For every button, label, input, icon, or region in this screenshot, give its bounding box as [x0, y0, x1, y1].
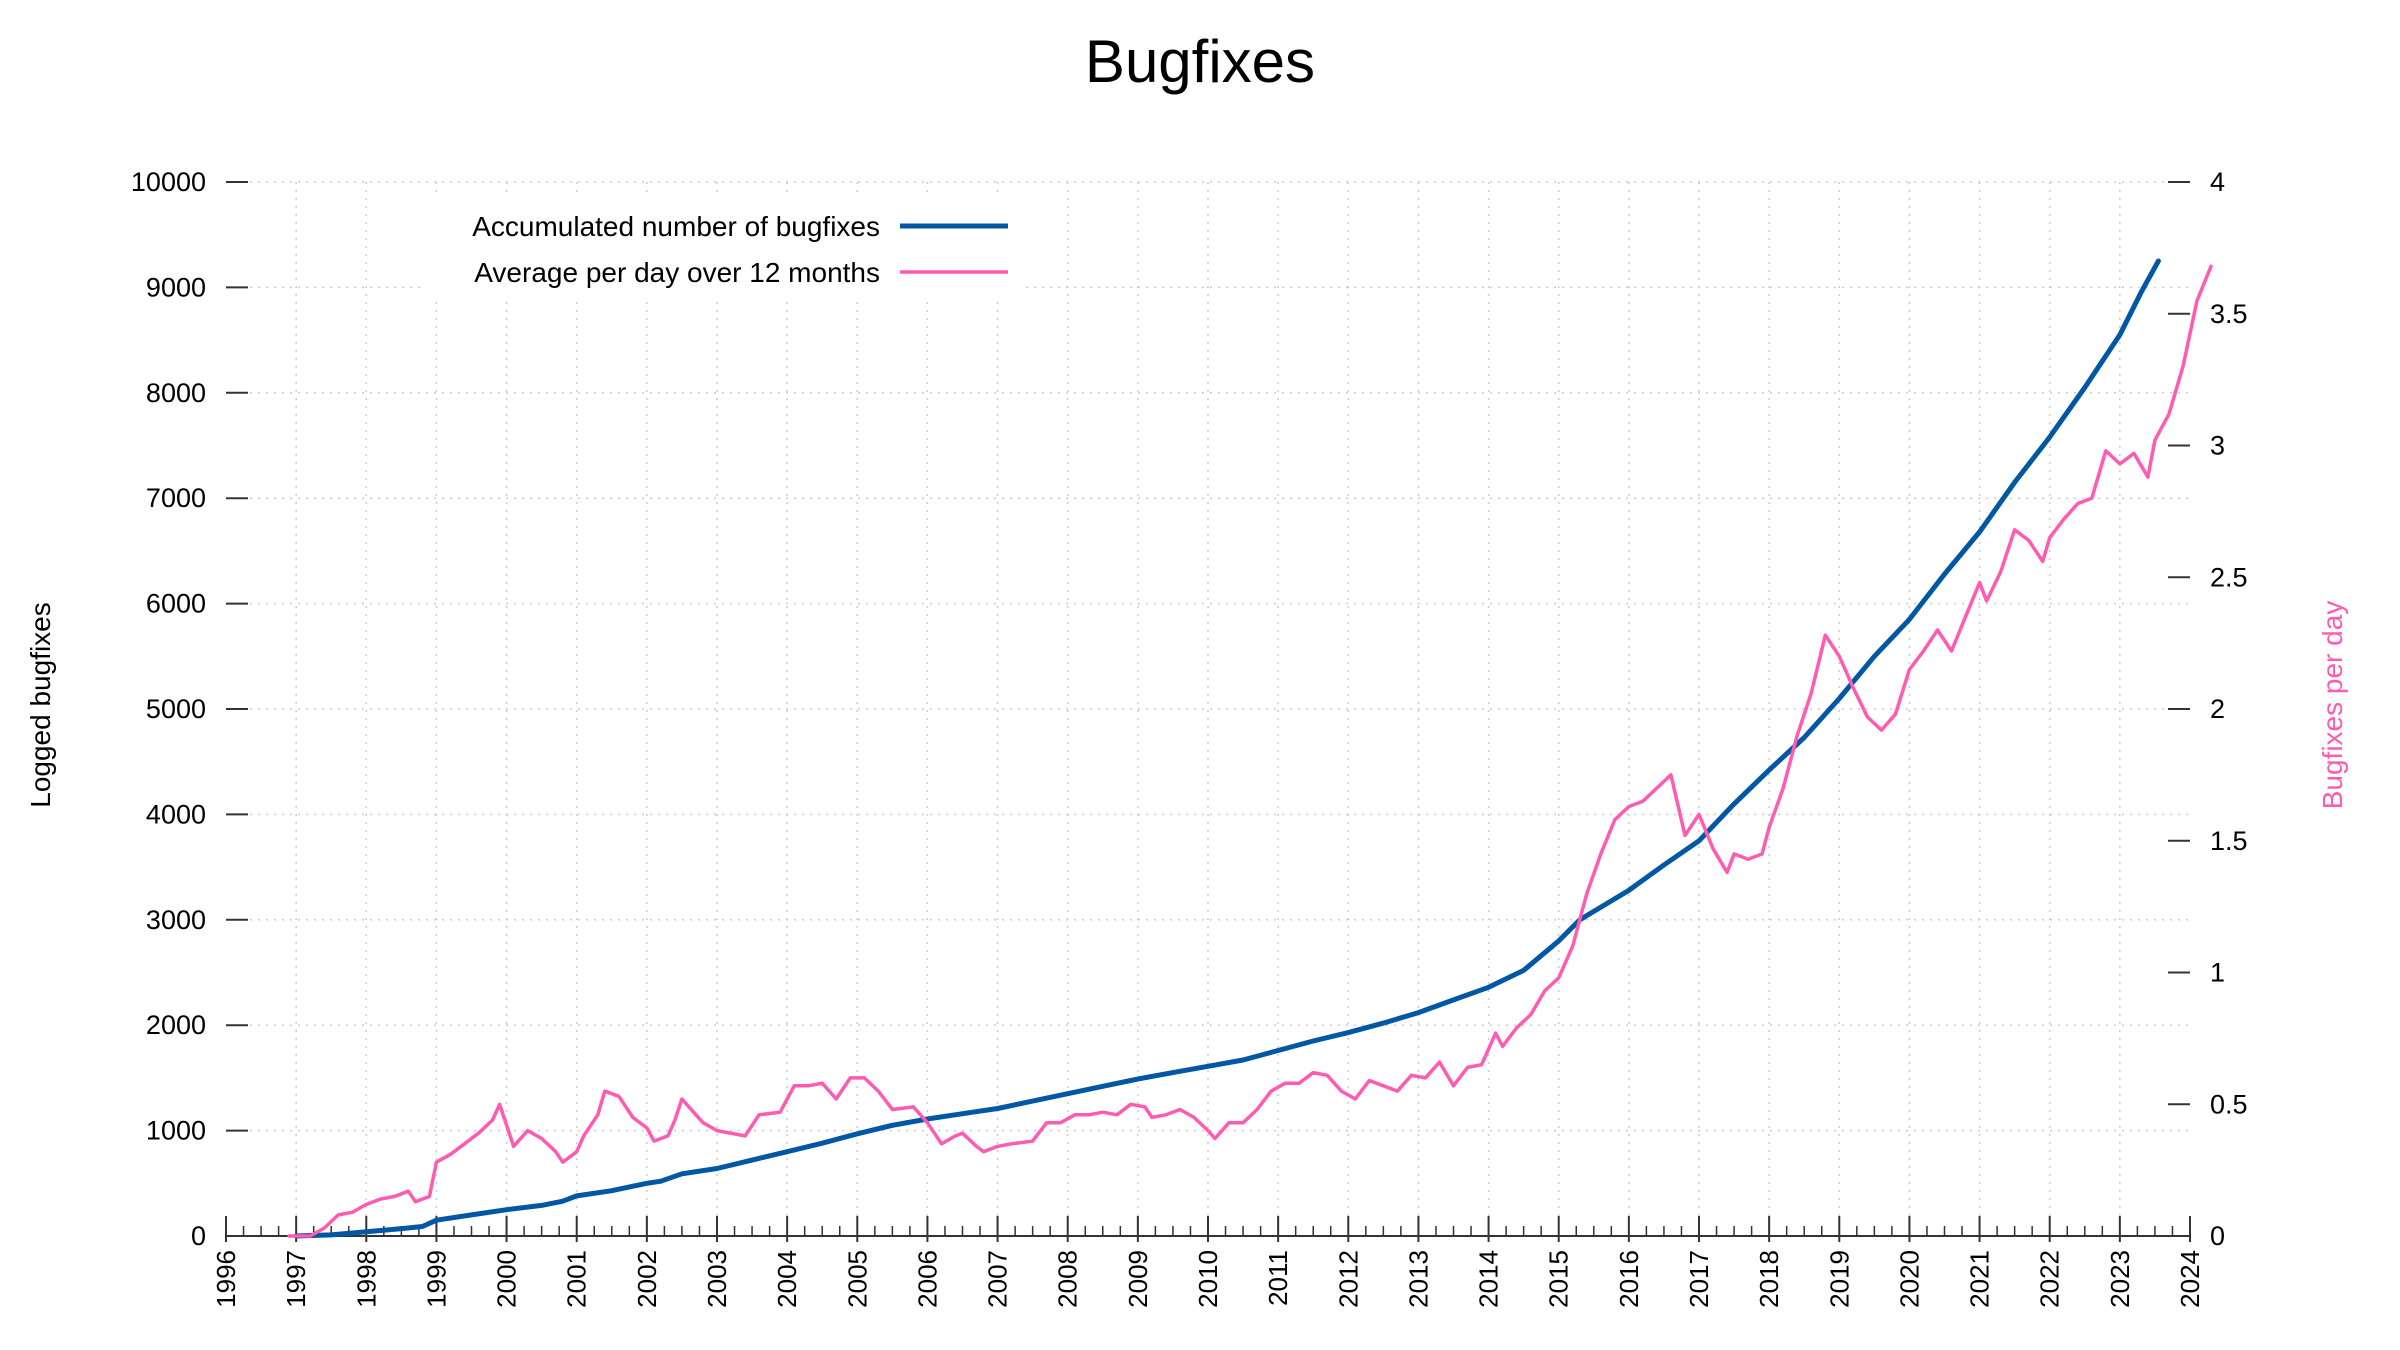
y-left-tick-label: 0	[191, 1221, 206, 1251]
y-right-tick-label: 0	[2210, 1221, 2225, 1251]
legend: Accumulated number of bugfixes Average pe…	[420, 198, 1020, 302]
legend-label: Accumulated number of bugfixes	[472, 211, 880, 242]
x-tick-label: 2016	[1614, 1250, 1644, 1308]
x-tick-label: 1996	[211, 1250, 241, 1308]
y-right-tick-label: 1.5	[2210, 826, 2248, 856]
x-tick-label: 2006	[912, 1250, 942, 1308]
y-right-tick-label: 2.5	[2210, 562, 2248, 592]
x-tick-label: 2019	[1824, 1250, 1854, 1308]
y-right-tick-label: 2	[2210, 694, 2225, 724]
y-left-tick-label: 6000	[146, 589, 206, 619]
x-tick-label: 2017	[1684, 1250, 1714, 1308]
x-tick-label: 2023	[2105, 1250, 2135, 1308]
x-tick-label: 2008	[1053, 1250, 1083, 1308]
x-tick-label: 2001	[562, 1250, 592, 1308]
y-axis-left-label: Logged bugfixes	[25, 602, 56, 808]
y-left-tick-label: 9000	[146, 272, 206, 302]
y-right-tick-label: 3	[2210, 431, 2225, 461]
x-tick-label: 2018	[1754, 1250, 1784, 1308]
legend-background	[420, 198, 1020, 302]
y-left-tick-label: 2000	[146, 1010, 206, 1040]
x-tick-label: 2020	[1894, 1250, 1924, 1308]
y-right-tick-label: 4	[2210, 167, 2225, 197]
y-axis-right-label: Bugfixes per day	[2317, 601, 2348, 810]
y-left-tick-label: 5000	[146, 694, 206, 724]
x-tick-label: 2003	[702, 1250, 732, 1308]
x-tick-label: 2022	[2035, 1250, 2065, 1308]
x-tick-label: 2005	[842, 1250, 872, 1308]
x-tick-label: 2002	[632, 1250, 662, 1308]
x-tick-label: 1997	[281, 1250, 311, 1308]
x-tick-label: 2011	[1263, 1250, 1293, 1306]
y-left-tick-label: 7000	[146, 483, 206, 513]
x-tick-label: 1998	[351, 1250, 381, 1308]
y-left-tick-label: 4000	[146, 799, 206, 829]
legend-label: Average per day over 12 months	[474, 257, 880, 288]
x-tick-label: 2000	[492, 1250, 522, 1308]
y-left-tick-label: 3000	[146, 905, 206, 935]
chart-title: Bugfixes	[1085, 28, 1315, 95]
series-lines	[287, 258, 2213, 1239]
axes: 1996 1997 1998 1999 2000 2001 2002 2003 2004 2005…	[131, 167, 2248, 1308]
y-left-tick-label: 10000	[131, 167, 206, 197]
y-right-tick-label: 0.5	[2210, 1089, 2248, 1119]
x-tick-label: 2004	[772, 1250, 802, 1308]
x-tick-label: 2007	[983, 1250, 1013, 1308]
y-right-tick-label: 3.5	[2210, 299, 2248, 329]
y-left-tick-label: 1000	[146, 1116, 206, 1146]
y-right-tick-label: 1	[2210, 958, 2225, 988]
x-tick-label: 2009	[1123, 1250, 1153, 1308]
series-average-line	[287, 264, 2213, 1238]
x-tick-label: 2013	[1403, 1250, 1433, 1308]
x-tick-label: 2012	[1333, 1250, 1363, 1308]
x-tick-label: 2010	[1193, 1250, 1223, 1308]
x-tick-label: 2021	[1965, 1250, 1995, 1308]
x-tick-label: 2014	[1474, 1250, 1504, 1308]
x-tick-label: 2015	[1544, 1250, 1574, 1308]
x-tick-label: 2024	[2175, 1250, 2205, 1308]
x-tick-label: 1999	[421, 1250, 451, 1308]
y-left-tick-label: 8000	[146, 378, 206, 408]
series-accumulated-line	[293, 258, 2161, 1239]
